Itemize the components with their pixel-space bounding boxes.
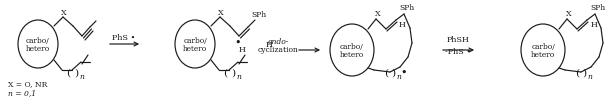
- Text: (: (: [223, 68, 227, 77]
- Text: SPh: SPh: [251, 11, 266, 19]
- Text: (: (: [66, 68, 70, 77]
- Text: n: n: [236, 73, 241, 81]
- Text: n: n: [397, 73, 402, 81]
- Text: hetero: hetero: [340, 51, 364, 59]
- Text: ): ): [74, 68, 78, 77]
- Text: hetero: hetero: [531, 51, 555, 59]
- Text: (: (: [384, 68, 388, 77]
- Text: endo-: endo-: [267, 37, 289, 45]
- Text: H: H: [239, 46, 246, 54]
- Text: •: •: [401, 68, 407, 78]
- Text: PhS •: PhS •: [112, 34, 136, 42]
- Text: hetero: hetero: [26, 45, 50, 53]
- Text: ): ): [582, 68, 586, 77]
- Text: carbo/: carbo/: [183, 37, 207, 45]
- Text: H: H: [266, 41, 273, 49]
- Text: carbo/: carbo/: [340, 43, 364, 51]
- Text: X: X: [61, 9, 67, 17]
- Text: SPh: SPh: [591, 4, 605, 12]
- Text: •: •: [235, 38, 241, 48]
- Text: H: H: [591, 21, 597, 29]
- Text: H: H: [398, 21, 405, 29]
- Text: cyclization: cyclization: [257, 46, 298, 54]
- Text: carbo/: carbo/: [531, 43, 555, 51]
- Text: ): ): [391, 68, 395, 77]
- Text: X: X: [566, 10, 572, 18]
- Text: (: (: [575, 68, 579, 77]
- Text: n = 0,1: n = 0,1: [8, 89, 36, 97]
- Text: -PhS •: -PhS •: [445, 48, 471, 56]
- Text: PhSH: PhSH: [446, 36, 470, 44]
- Text: n: n: [588, 73, 593, 81]
- Text: ): ): [231, 68, 235, 77]
- Text: carbo/: carbo/: [26, 37, 50, 45]
- Text: n: n: [80, 73, 85, 81]
- Text: X: X: [218, 9, 224, 17]
- Text: X: X: [375, 10, 381, 18]
- Text: X = O, NR: X = O, NR: [8, 80, 47, 88]
- Text: hetero: hetero: [183, 45, 207, 53]
- Text: SPh: SPh: [399, 4, 414, 12]
